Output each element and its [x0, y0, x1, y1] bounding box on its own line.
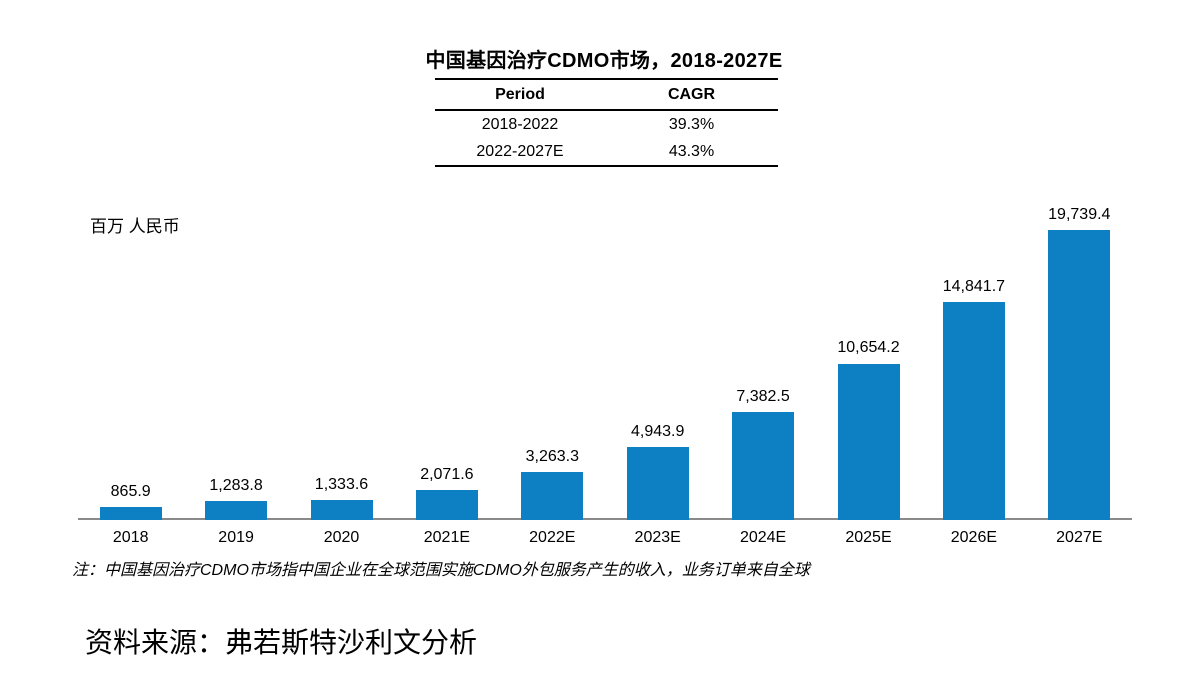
bar-2018: [99, 507, 162, 520]
bar-2020: [310, 500, 373, 520]
bar-2023E: [626, 447, 689, 520]
cagr-table-header-period: Period: [495, 85, 545, 103]
table-row: 2018-2022 39.3%: [435, 110, 778, 138]
x-axis-label: 2019: [218, 529, 254, 546]
bar-value-label: 2,071.6: [420, 465, 474, 483]
chart-title: 中国基因治疗CDMO市场，2018-2027E: [425, 50, 783, 72]
table-row: 2022-2027E 43.3%: [435, 138, 778, 166]
bar-2021E: [415, 489, 478, 520]
x-axis-label: 2020: [323, 529, 360, 546]
chart-footnote: 注：中国基因治疗CDMO市场指中国企业在全球范围实施CDMO外包服务产生的收入，…: [72, 562, 810, 579]
bar-value-label: 1,283.8: [209, 477, 263, 495]
cagr-value-cell: 43.3%: [668, 142, 715, 160]
x-axis-label: 2026E: [950, 529, 998, 546]
x-axis-label: 2023E: [634, 529, 681, 546]
bar-value-label: 10,654.2: [837, 339, 900, 357]
bar-2024E: [732, 411, 795, 520]
bar-value-label: 1,333.6: [314, 476, 369, 494]
bar-2022E: [521, 472, 584, 520]
bar-value-label: 19,739.4: [1048, 206, 1111, 223]
x-axis-label: 2027E: [1056, 529, 1103, 546]
cagr-value-cell: 39.3%: [668, 115, 715, 133]
x-axis-label: 2021E: [423, 529, 471, 546]
bar-value-label: 14,841.7: [942, 277, 1006, 295]
cagr-table-header-cagr: CAGR: [667, 85, 716, 103]
x-axis-label: 2018: [112, 529, 149, 546]
bar-value-label: 4,943.9: [630, 423, 685, 441]
x-axis-label: 2025E: [845, 529, 892, 546]
x-axis-label: 2024E: [739, 529, 787, 546]
bar-2027E: [1048, 230, 1111, 520]
cagr-table: Period CAGR 2018-2022 39.3% 2022-2027E 4…: [435, 78, 778, 167]
x-axis-label: 2022E: [529, 529, 576, 546]
source-note: 资料来源：弗若斯特沙利文分析: [85, 628, 478, 659]
x-axis-line: [78, 518, 1132, 520]
cagr-period-cell: 2022-2027E: [476, 142, 564, 160]
bar-value-label: 3,263.3: [525, 448, 579, 466]
bar-value-label: 865.9: [110, 483, 151, 501]
y-axis-unit-label: 百万 人民币: [90, 217, 180, 236]
bar-2025E: [837, 363, 900, 520]
cagr-period-cell: 2018-2022: [481, 115, 559, 133]
cagr-table-header-row: Period CAGR: [435, 79, 778, 110]
bar-value-label: 7,382.5: [736, 387, 790, 405]
bar-2026E: [942, 302, 1005, 520]
bar-2019: [205, 501, 268, 520]
